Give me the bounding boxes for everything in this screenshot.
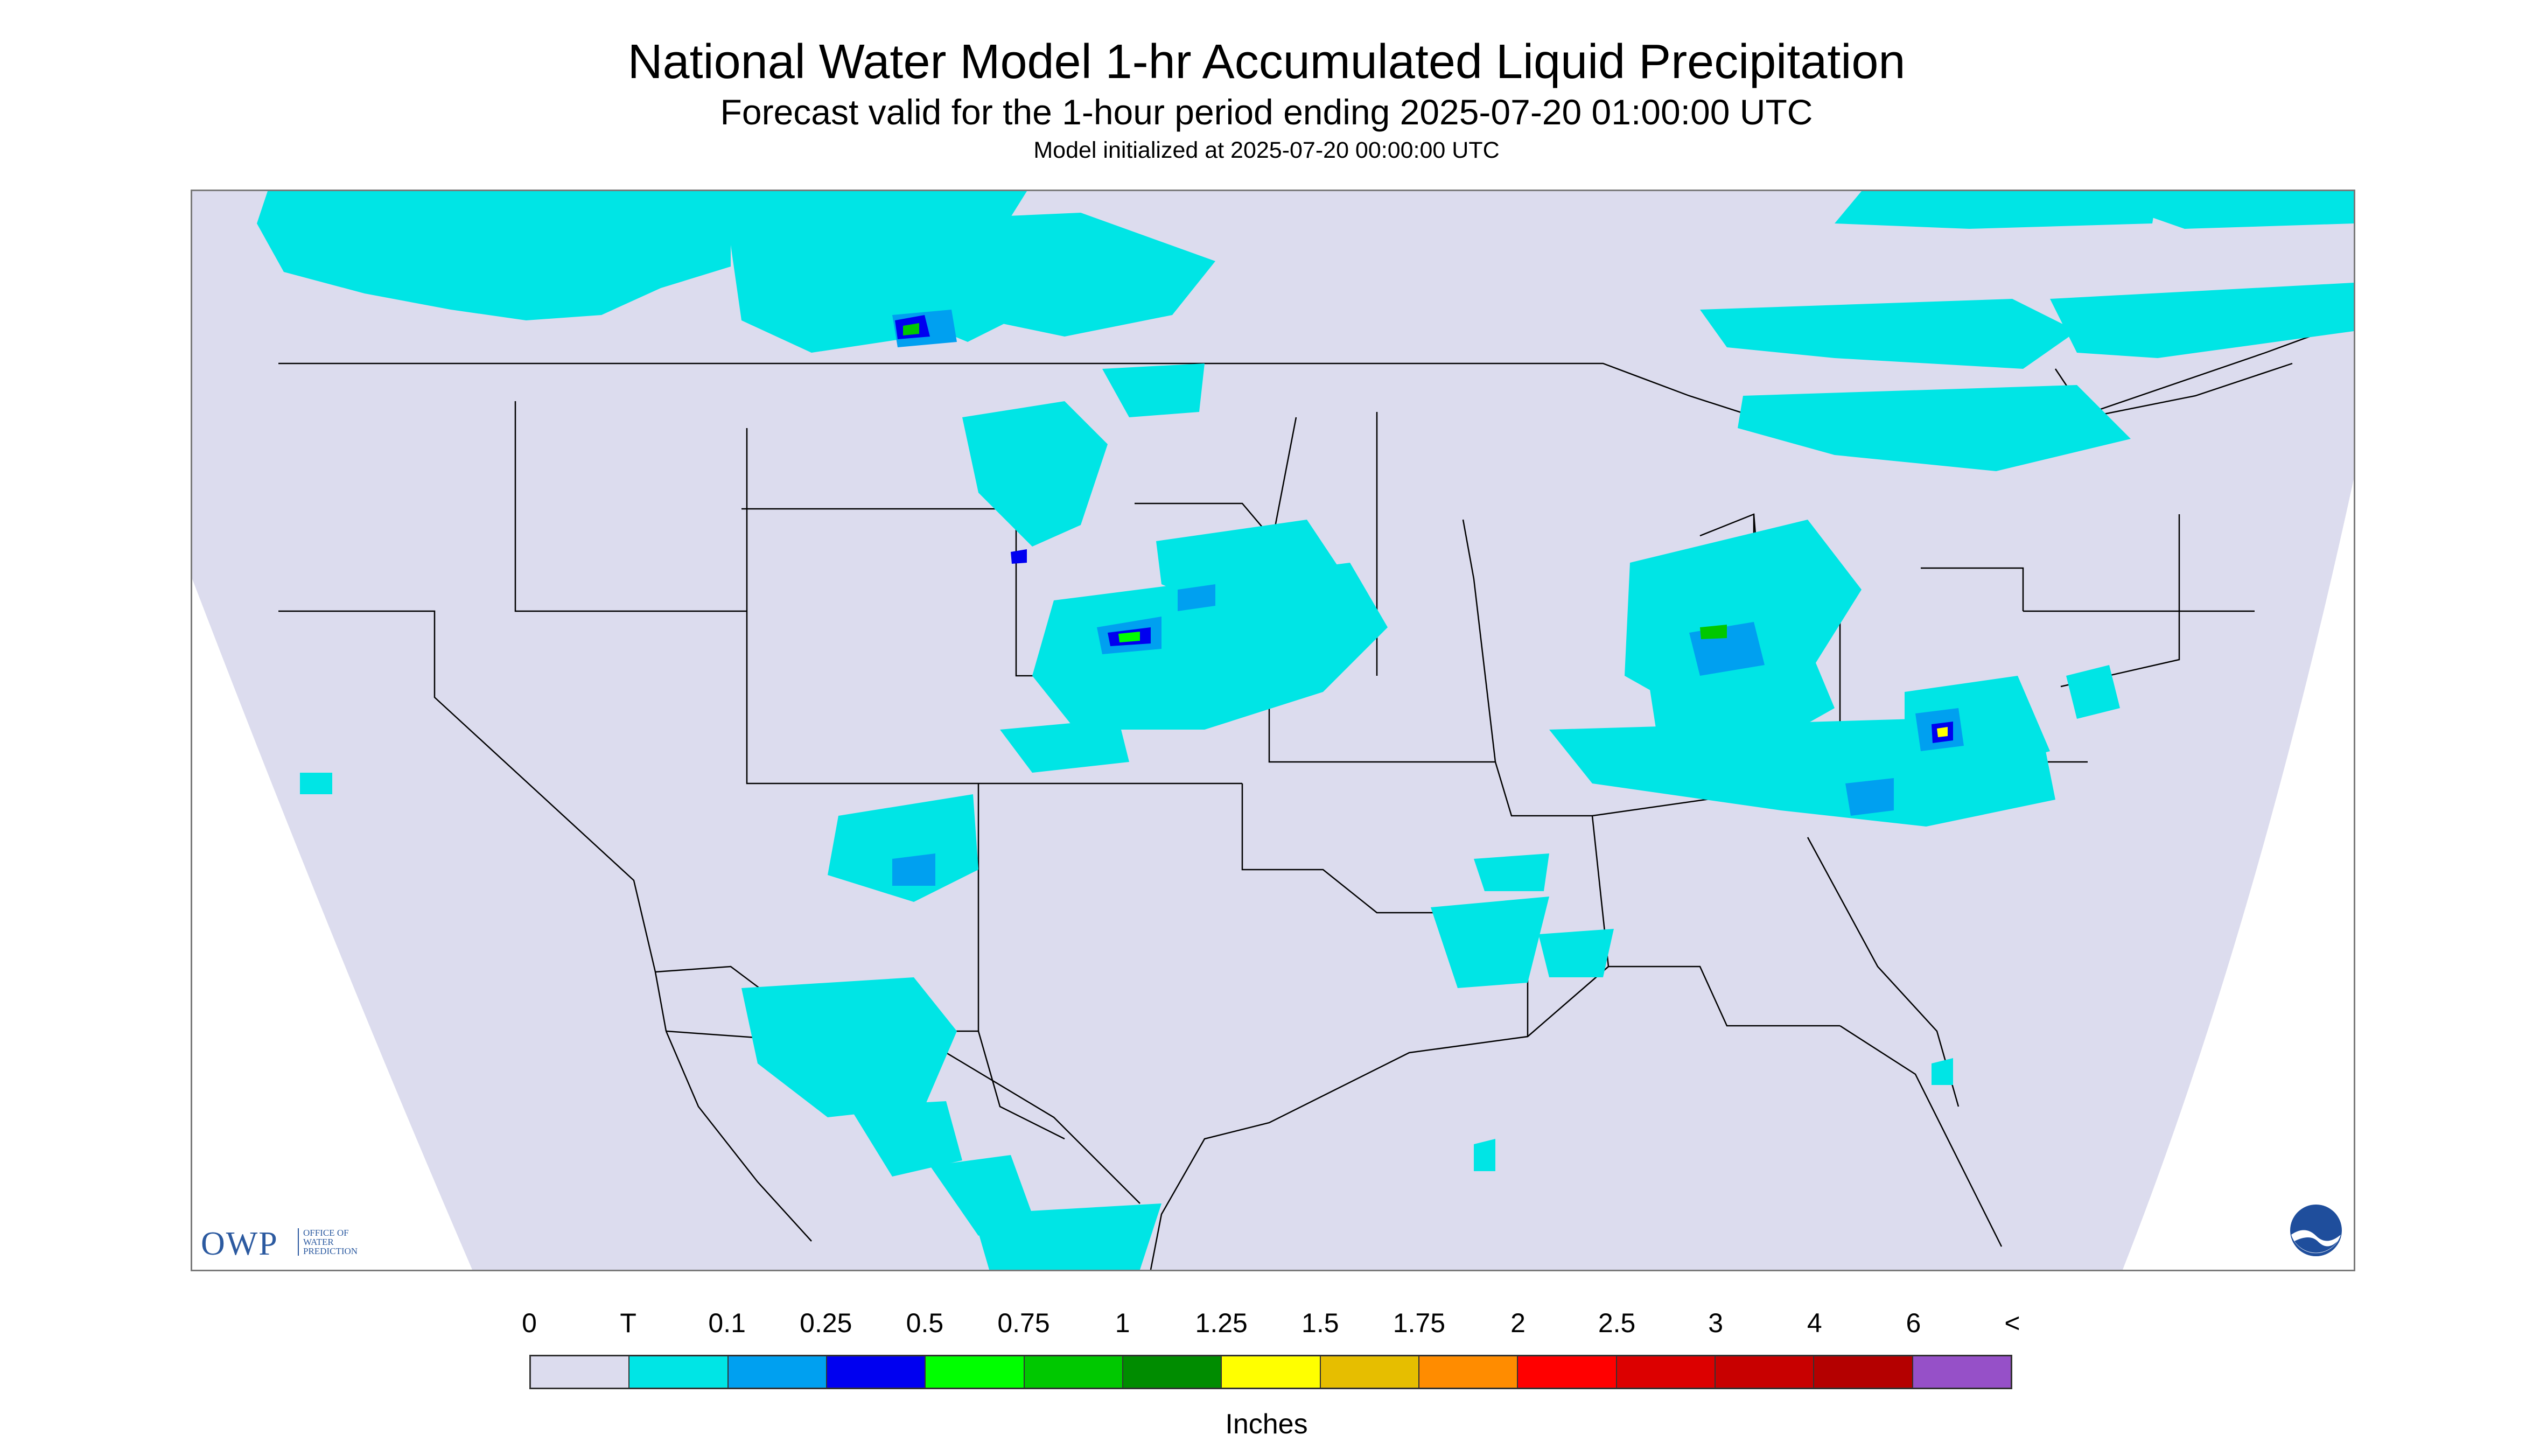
- legend-swatch: [1715, 1356, 1815, 1388]
- legend-tick-label: T: [620, 1308, 636, 1338]
- legend-swatch: [1419, 1356, 1519, 1388]
- legend-tick-label: 1.25: [1195, 1308, 1248, 1338]
- owp-logo: OWP OFFICE OF WATER PREDICTION: [201, 1225, 379, 1263]
- owp-sub-line: OFFICE OF: [303, 1228, 349, 1238]
- legend-swatch: [728, 1356, 827, 1388]
- owp-sub-line: PREDICTION: [303, 1246, 358, 1256]
- legend-swatch: [926, 1356, 1025, 1388]
- owp-logo-subtext: OFFICE OF WATER PREDICTION: [298, 1228, 358, 1256]
- legend-tick-label: 6: [1906, 1308, 1921, 1338]
- legend-swatch: [1814, 1356, 1913, 1388]
- legend-tick-label: 0.5: [906, 1308, 944, 1338]
- legend-swatch: [629, 1356, 729, 1388]
- legend-swatch: [1024, 1356, 1123, 1388]
- model-initialized-text: Model initialized at 2025-07-20 00:00:00…: [1033, 137, 1500, 163]
- noaa-logo-icon: [2290, 1205, 2342, 1256]
- legend-swatch: [1123, 1356, 1222, 1388]
- legend-swatch: [1617, 1356, 1716, 1388]
- legend-swatch: [1913, 1356, 2011, 1388]
- legend-tick-label: 0.75: [997, 1308, 1050, 1338]
- legend-tick-labels: 0 T 0.1 0.25 0.5 0.75 1 1.25 1.5 1.75 2 …: [522, 1307, 2020, 1340]
- legend-tick-label: 1.5: [1302, 1308, 1339, 1338]
- legend-tick-label: 1.75: [1393, 1308, 1446, 1338]
- color-legend: [529, 1355, 2012, 1389]
- legend-swatch: [1518, 1356, 1617, 1388]
- precip-heavy: [895, 315, 1953, 743]
- owp-sub-line: WATER: [303, 1237, 334, 1247]
- legend-tick-label: 4: [1807, 1308, 1822, 1338]
- model-domain: [192, 191, 2354, 1270]
- legend-tick-label: 0.25: [800, 1308, 852, 1338]
- map-subtitle: Forecast valid for the 1-hour period end…: [720, 92, 1813, 132]
- legend-tick-label: 0: [522, 1308, 537, 1338]
- legend-tick-label: 2: [1510, 1308, 1526, 1338]
- legend-swatch: [1222, 1356, 1321, 1388]
- legend-tick-label: <: [2004, 1308, 2020, 1338]
- map-title: National Water Model 1-hr Accumulated Li…: [627, 35, 1906, 89]
- legend-tick-label: 1: [1115, 1308, 1130, 1338]
- legend-tick-label: 2.5: [1598, 1308, 1636, 1338]
- legend-tick-label: 3: [1708, 1308, 1724, 1338]
- precipitation-map: OWP OFFICE OF WATER PREDICTION: [191, 190, 2355, 1271]
- legend-units-label: Inches: [1225, 1409, 1308, 1440]
- legend-swatch: [531, 1356, 630, 1388]
- legend-swatch: [1320, 1356, 1419, 1388]
- owp-logo-text: OWP: [201, 1226, 278, 1262]
- legend-tick-label: 0.1: [708, 1308, 746, 1338]
- map-canvas: [192, 191, 2354, 1270]
- legend-swatch: [827, 1356, 926, 1388]
- precip-trace: [257, 191, 2354, 1270]
